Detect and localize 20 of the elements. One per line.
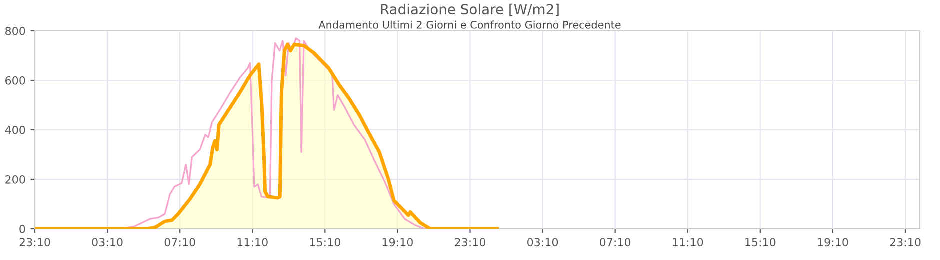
y-tick-label: 800 [6,26,26,36]
x-tick-label: 03:10 [92,238,123,247]
x-tick-label: 15:10 [746,238,776,247]
x-tick-label: 23:10 [890,238,921,247]
x-tick-label: 07:10 [600,238,631,247]
chart-title: Radiazione Solare [W/m2] [381,4,559,16]
x-tick-label: 19:10 [818,238,848,247]
y-tick-label: 0 [20,224,26,234]
y-tick-label: 600 [6,76,26,85]
x-tick-label: 23:10 [455,238,486,247]
x-tick-label: 11:10 [673,238,704,247]
y-tick-label: 400 [5,126,26,134]
x-tick-label: 15:10 [310,238,340,247]
x-tick-label: 19:10 [382,238,413,247]
chart-subtitle: Andamento Ultimi 2 Giorni e Confronto Giorno Precedente [318,20,621,29]
y-tick-label: 200 [6,175,26,184]
x-tick-label: 07:10 [164,238,196,247]
x-tick-label: 11:10 [238,238,268,247]
x-tick-label: 23:10 [20,238,50,247]
x-tick-label: 03:10 [528,238,558,247]
